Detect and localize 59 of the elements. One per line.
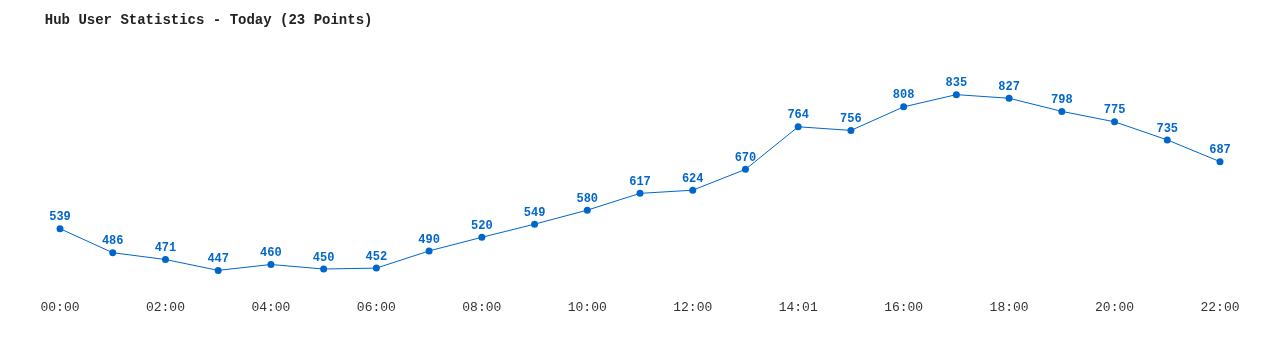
data-label: 471 — [154, 241, 177, 256]
point — [583, 206, 591, 214]
x-tick-label: 18:00 — [989, 300, 1029, 315]
x-tick-label: 12:00 — [673, 300, 713, 315]
data-label: 624 — [681, 171, 704, 186]
point — [1111, 118, 1119, 126]
point — [531, 220, 539, 228]
point — [214, 266, 222, 274]
data-label: 580 — [576, 191, 599, 206]
data-label: 520 — [471, 218, 493, 233]
point — [1216, 158, 1224, 166]
data-label: 687 — [1209, 143, 1231, 158]
data-label: 735 — [1156, 121, 1179, 136]
x-tick-label: 00:00 — [40, 300, 80, 315]
data-label: 808 — [892, 88, 915, 103]
point — [1163, 136, 1171, 144]
data-label: 450 — [312, 250, 335, 265]
x-tick-label: 22:00 — [1200, 300, 1240, 315]
point — [56, 225, 64, 233]
point — [900, 103, 908, 111]
point — [794, 123, 802, 131]
point — [161, 256, 169, 263]
data-label: 490 — [418, 232, 440, 247]
x-tick-label: 08:00 — [462, 300, 502, 315]
point — [741, 165, 749, 173]
data-label: 447 — [207, 252, 229, 267]
data-label: 764 — [787, 108, 809, 123]
data-label: 756 — [840, 112, 862, 127]
point — [109, 249, 117, 257]
point — [320, 265, 328, 273]
data-label: 539 — [49, 210, 71, 225]
data-label: 775 — [1103, 103, 1126, 118]
data-label: 617 — [629, 174, 651, 189]
x-tick-label: 02:00 — [145, 300, 185, 315]
point — [372, 264, 380, 272]
x-tick-label: 04:00 — [251, 300, 291, 315]
x-tick-label: 06:00 — [356, 300, 396, 315]
x-tick-label: 20:00 — [1095, 300, 1135, 315]
point — [1005, 94, 1013, 102]
data-label: 460 — [260, 246, 282, 261]
point — [425, 247, 433, 255]
x-tick-label: 14:01 — [778, 300, 818, 315]
data-label: 486 — [101, 234, 124, 249]
x-tick-label: 16:00 — [884, 300, 924, 315]
data-label: 452 — [365, 249, 388, 264]
point — [267, 260, 275, 268]
data-label: 549 — [523, 205, 546, 220]
point — [1058, 107, 1066, 115]
data-label: 835 — [945, 76, 968, 91]
point — [478, 233, 486, 241]
point — [847, 126, 855, 134]
chart-title: Hub User Statistics - Today (23 Points) — [44, 11, 373, 28]
point — [952, 91, 960, 99]
point — [689, 186, 697, 194]
x-tick-label: 10:00 — [567, 300, 607, 315]
data-label: 827 — [998, 79, 1020, 94]
data-label: 670 — [734, 150, 757, 165]
point — [636, 189, 644, 197]
data-label: 798 — [1051, 93, 1073, 107]
